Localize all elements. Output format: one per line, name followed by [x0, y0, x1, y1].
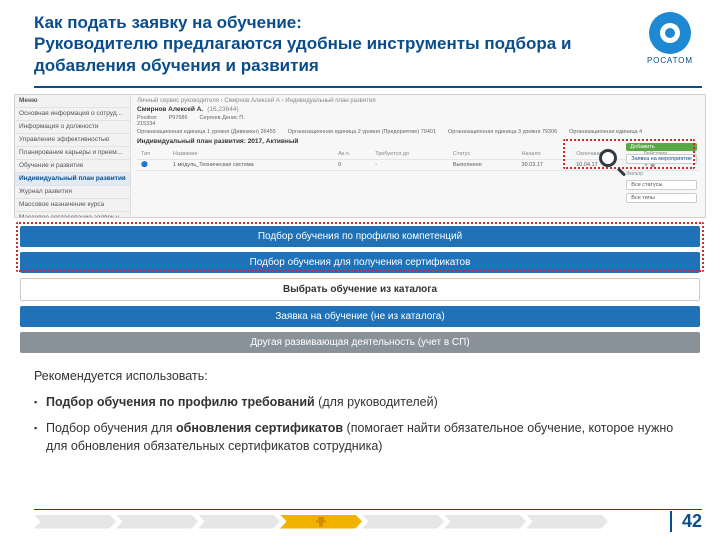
recommendation-block: Рекомендуется использовать: Подбор обуче… [34, 367, 690, 456]
sidebar-item[interactable]: Планирование карьеры и преемственность [15, 147, 130, 160]
rec-item-1: Подбор обучения по профилю требований (д… [34, 393, 690, 411]
sidebar-item[interactable]: Основная информация о сотруднике [15, 108, 130, 121]
sidebar-title: Меню [15, 95, 130, 108]
app-screenshot: Меню Основная информация о сотрудникеИнф… [14, 94, 706, 218]
rec-heading: Рекомендуется использовать: [34, 367, 690, 385]
footer-divider [34, 509, 702, 510]
brand-logo: РОСАТОМ [638, 12, 702, 65]
table-header-cell: Название [169, 149, 334, 160]
option-button[interactable]: Выбрать обучение из каталога [20, 278, 700, 301]
sidebar-item[interactable]: Управление эффективностью [15, 134, 130, 147]
table-header-cell: Тип [137, 149, 169, 160]
table-header-cell: Начало [518, 149, 573, 160]
option-button[interactable]: Другая развивающая деятельность (учет в … [20, 332, 700, 353]
sidebar: Меню Основная информация о сотрудникеИнф… [15, 95, 131, 217]
event-request-button[interactable]: Заявка на мероприятие [626, 154, 697, 164]
sidebar-item[interactable]: Массовое назначение курса [15, 199, 130, 212]
options-panel: Подбор обучения по профилю компетенций По… [20, 226, 700, 353]
table-cell: 30.03.17 [518, 159, 573, 170]
filter-label: Фильтр [626, 171, 697, 177]
breadcrumb: Личный сервис руководителя › Смирнов Але… [137, 98, 699, 104]
add-button[interactable]: Добавить [626, 143, 697, 151]
pnum: P97686 [169, 115, 188, 121]
table-header-cell: Требуется до [371, 149, 449, 160]
option-button[interactable]: Заявка на обучение (не из каталога) [20, 306, 700, 327]
chevron-step-active [280, 515, 362, 529]
filter-status-select[interactable]: Все статусы [626, 180, 697, 190]
employee-id: (16,23644) [207, 106, 238, 113]
unit4: Организационная единица 4 [569, 129, 642, 135]
sidebar-item[interactable]: Массовое согласование заявок на обучение [15, 212, 130, 218]
sidebar-item[interactable]: Обучение и развитие [15, 160, 130, 173]
table-cell: 0 [334, 159, 371, 170]
option-button[interactable]: Подбор обучения для получения сертификат… [20, 252, 700, 273]
chevron-step [362, 515, 444, 529]
employee-name: Смирнов Алексей А. [137, 106, 203, 113]
unit2: Организационная единица 2 уровня (Предпр… [288, 129, 436, 135]
main-panel: Личный сервис руководителя › Смирнов Але… [131, 95, 705, 217]
header-divider [34, 86, 702, 88]
chevron-step [116, 515, 198, 529]
table-cell: 1 модуль_Техническая система [169, 159, 334, 170]
rec-item-2: Подбор обучения для обновления сертифика… [34, 419, 690, 455]
filters-panel: Добавить Заявка на мероприятие Фильтр Вс… [626, 143, 697, 203]
title-line-1: Как подать заявку на обучение: [34, 13, 302, 32]
plan-label: Индивидуальный план развития: 2017, Акти… [137, 138, 699, 145]
table-cell: 🔵 [137, 159, 169, 170]
mgr-val: Сергеев Денис П. [200, 115, 245, 121]
chevron-step [526, 515, 608, 529]
trophy-icon [316, 517, 326, 527]
page-title: Как подать заявку на обучение: Руководит… [34, 12, 638, 76]
progress-chevrons [34, 515, 660, 529]
title-line-2: Руководителю предлагаются удобные инстру… [34, 34, 571, 74]
magnifier-icon [599, 149, 625, 175]
table-header-cell: Ак.ч. [334, 149, 371, 160]
logo-icon [649, 12, 691, 54]
sidebar-item[interactable]: Информация о должности [15, 121, 130, 134]
unit1: Организационная единица 1 уровня (Дивизи… [137, 129, 276, 135]
option-button[interactable]: Подбор обучения по профилю компетенций [20, 226, 700, 247]
pos-val: 215334 [137, 121, 157, 127]
sidebar-item[interactable]: Журнал развития [15, 186, 130, 199]
page-number: 42 [670, 511, 702, 532]
unit3: Организационная единица 3 уровня 79306 [448, 129, 557, 135]
filter-type-select[interactable]: Все типы [626, 193, 697, 203]
chevron-step [34, 515, 116, 529]
table-header-cell: Статус [449, 149, 518, 160]
chevron-step [198, 515, 280, 529]
table-cell: Выполнено [449, 159, 518, 170]
table-cell: - [371, 159, 449, 170]
footer: 42 [34, 511, 702, 532]
chevron-step [444, 515, 526, 529]
logo-label: РОСАТОМ [647, 56, 693, 65]
sidebar-item[interactable]: Индивидуальный план развития [15, 173, 130, 186]
